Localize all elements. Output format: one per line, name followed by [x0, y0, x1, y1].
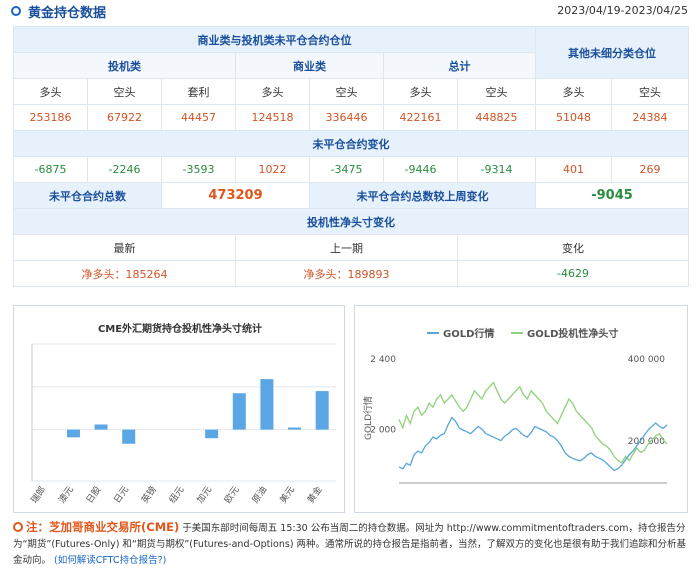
value-cell: 448825: [456, 104, 537, 131]
net-change-value: -4629: [456, 260, 690, 287]
bar: [94, 424, 108, 430]
x-tick-label: 原油: [249, 484, 269, 506]
col-short: 空头: [611, 78, 690, 105]
x-tick-label: 日股: [84, 484, 103, 505]
legend-label: GOLD行情: [443, 327, 494, 340]
oi-total-value: 473209: [161, 182, 310, 209]
change-cell: 401: [535, 156, 613, 183]
y-axis-label: GOLD行情: [362, 396, 374, 440]
right-tick-label: 400 000: [628, 355, 665, 365]
x-tick-label: 黄金: [304, 484, 324, 506]
col-spread: 套利: [161, 78, 236, 105]
cat-total-header: 总计: [382, 52, 537, 79]
note-text: 于美国东部时间每周五 15:30 公布当周二的持仓数据。网址为 http://w…: [13, 523, 687, 566]
cme-net-position-chart: CME外汇期货持仓投机性净头寸统计瑞郎 澳元 日股 日元 英镑 纽元 加元 欧元 原油 美元 黄金: [13, 305, 345, 513]
cat-comm-header: 商业类: [235, 52, 384, 79]
note-org: 芝加哥商业交易所(CME): [49, 520, 180, 534]
x-tick-label: 澳元: [56, 484, 76, 506]
bar: [66, 429, 80, 438]
value-cell: 124518: [235, 104, 310, 131]
change-cell: -2246: [87, 156, 162, 183]
page-title: 黄金持仓数据: [28, 6, 107, 21]
change-cell: 269: [611, 156, 690, 183]
bar: [122, 429, 136, 444]
net-prev-label: 上一期: [235, 234, 458, 261]
bar: [232, 393, 246, 430]
gold-price-line: [398, 416, 668, 472]
col-long: 多头: [535, 78, 613, 105]
cat-spec-header: 投机类: [13, 52, 236, 79]
bar: [205, 429, 219, 439]
cftc-guide-link[interactable]: (如何解读CFTC持仓报告?): [54, 555, 167, 566]
col-short: 空头: [87, 78, 162, 105]
col-long: 多头: [383, 78, 458, 105]
value-cell: 51048: [535, 104, 613, 131]
value-cell: 253186: [13, 104, 88, 131]
group-other-header: 其他未细分类仓位: [535, 26, 690, 79]
section-bullet-icon: [11, 6, 21, 16]
value-cell: 422161: [383, 104, 458, 131]
net-latest-value: 净多头：185264: [13, 260, 236, 287]
positions-table: 商业类与投机类未平仓合约仓位 其他未细分类仓位 投机类 商业类 总计 多头 空头…: [12, 26, 690, 287]
bar: [315, 391, 329, 430]
note-bullet-icon: [13, 522, 23, 532]
date-range: 2023/04/19-2023/04/25: [557, 4, 688, 17]
change-cell: -9314: [456, 156, 537, 183]
left-tick-label: 2 400: [370, 355, 396, 365]
x-tick-label: 欧元: [222, 484, 242, 506]
change-header: 未平仓合约变化: [12, 130, 690, 157]
col-long: 多头: [13, 78, 88, 105]
x-tick-label: 美元: [277, 484, 297, 506]
x-tick-label: 瑞郎: [28, 484, 48, 506]
oi-total-label: 未平仓合约总数: [13, 182, 162, 209]
chart-title: CME外汇期货持仓投机性净头寸统计: [98, 322, 262, 335]
change-cell: -9446: [383, 156, 458, 183]
bar: [288, 427, 302, 430]
change-cell: -3593: [161, 156, 236, 183]
change-cell: 1022: [235, 156, 310, 183]
col-short: 空头: [456, 78, 537, 105]
change-cell: -6875: [13, 156, 88, 183]
group-noncomm-header: 商业类与投机类未平仓合约仓位: [12, 26, 537, 53]
x-tick-label: 英镑: [139, 484, 159, 506]
right-tick-label: 200 000: [628, 437, 665, 447]
legend-label: GOLD投机性净头寸: [527, 327, 618, 340]
section-header: 黄金持仓数据 2023/04/19-2023/04/25: [0, 0, 700, 22]
line-chart-svg: GOLD行情 GOLD投机性净头寸 GOLD行情 2 400 2 000 400 000 2…: [362, 327, 668, 484]
value-cell: 336446: [309, 104, 384, 131]
net-header: 投机性净头寸变化: [12, 208, 690, 235]
col-short: 空头: [309, 78, 384, 105]
gold-line-chart: GOLD行情 GOLD投机性净头寸 GOLD行情 2 400 2 000 400 000 2…: [354, 305, 688, 513]
oi-change-value: -9045: [535, 182, 690, 209]
col-long: 多头: [235, 78, 310, 105]
value-cell: 24384: [611, 104, 690, 131]
x-tick-label: 纽元: [166, 484, 186, 506]
x-tick-label: 日元: [112, 484, 131, 505]
net-prev-value: 净多头：189893: [235, 260, 458, 287]
footnote: 注：芝加哥商业交易所(CME) 于美国东部时间每周五 15:30 公布当周二的持…: [13, 519, 689, 569]
x-tick-label: 加元: [195, 484, 214, 505]
value-cell: 67922: [87, 104, 162, 131]
value-cell: 44457: [161, 104, 236, 131]
note-prefix: 注：: [26, 520, 49, 534]
oi-change-label: 未平仓合约总数较上周变化: [308, 182, 537, 209]
net-change-label: 变化: [456, 234, 690, 261]
left-tick-label: 2 000: [370, 425, 396, 435]
bar: [260, 379, 274, 430]
change-cell: -3475: [309, 156, 384, 183]
net-position-line: [398, 381, 668, 464]
net-latest-label: 最新: [13, 234, 236, 261]
